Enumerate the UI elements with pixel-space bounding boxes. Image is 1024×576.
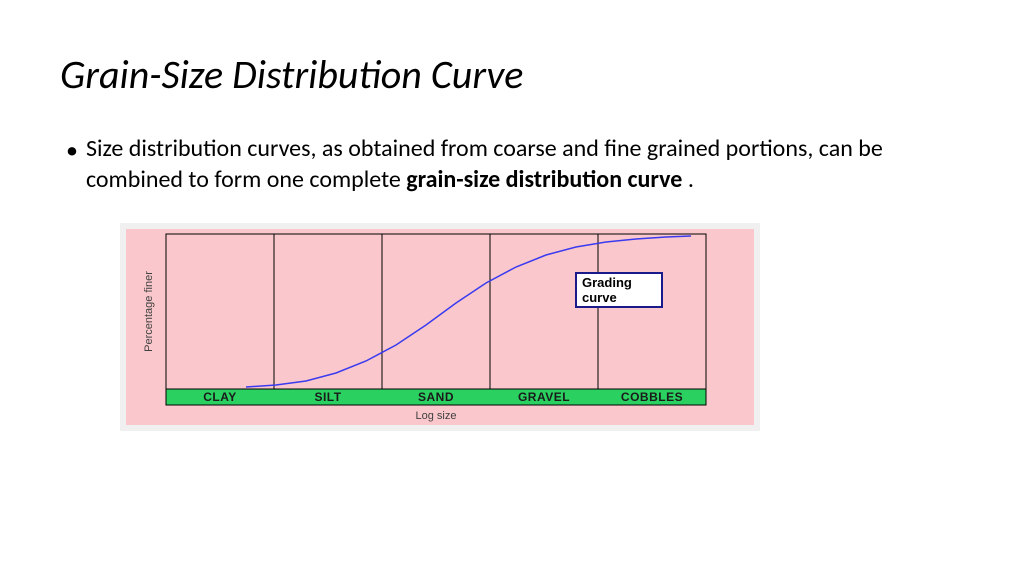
chart-container: Gradingcurve CLAY SILT SAND GRAVEL COBBLES Per… [120, 223, 760, 431]
slide: Grain-Size Distribution Curve • Size dis… [0, 0, 1024, 576]
svg-text:curve: curve [582, 290, 617, 305]
svg-text:GRAVEL: GRAVEL [518, 390, 570, 404]
bullet-icon: • [66, 135, 78, 166]
bullet-text: Size distribution curves, as obtained fr… [86, 133, 946, 195]
svg-text:CLAY: CLAY [203, 390, 237, 404]
svg-text:Percentage finer: Percentage finer [143, 271, 155, 352]
svg-text:SAND: SAND [418, 390, 454, 404]
svg-text:SILT: SILT [314, 390, 341, 404]
grain-size-chart: Gradingcurve CLAY SILT SAND GRAVEL COBBLES Per… [126, 229, 754, 425]
bullet-bold: grain-size distribution curve [406, 165, 682, 194]
bullet-post: . [682, 165, 693, 194]
page-title: Grain-Size Distribution Curve [60, 50, 964, 99]
svg-text:COBBLES: COBBLES [621, 390, 683, 404]
svg-text:Log size: Log size [416, 410, 457, 422]
svg-text:Grading: Grading [582, 275, 632, 290]
bullet-item: • Size distribution curves, as obtained … [60, 133, 964, 195]
